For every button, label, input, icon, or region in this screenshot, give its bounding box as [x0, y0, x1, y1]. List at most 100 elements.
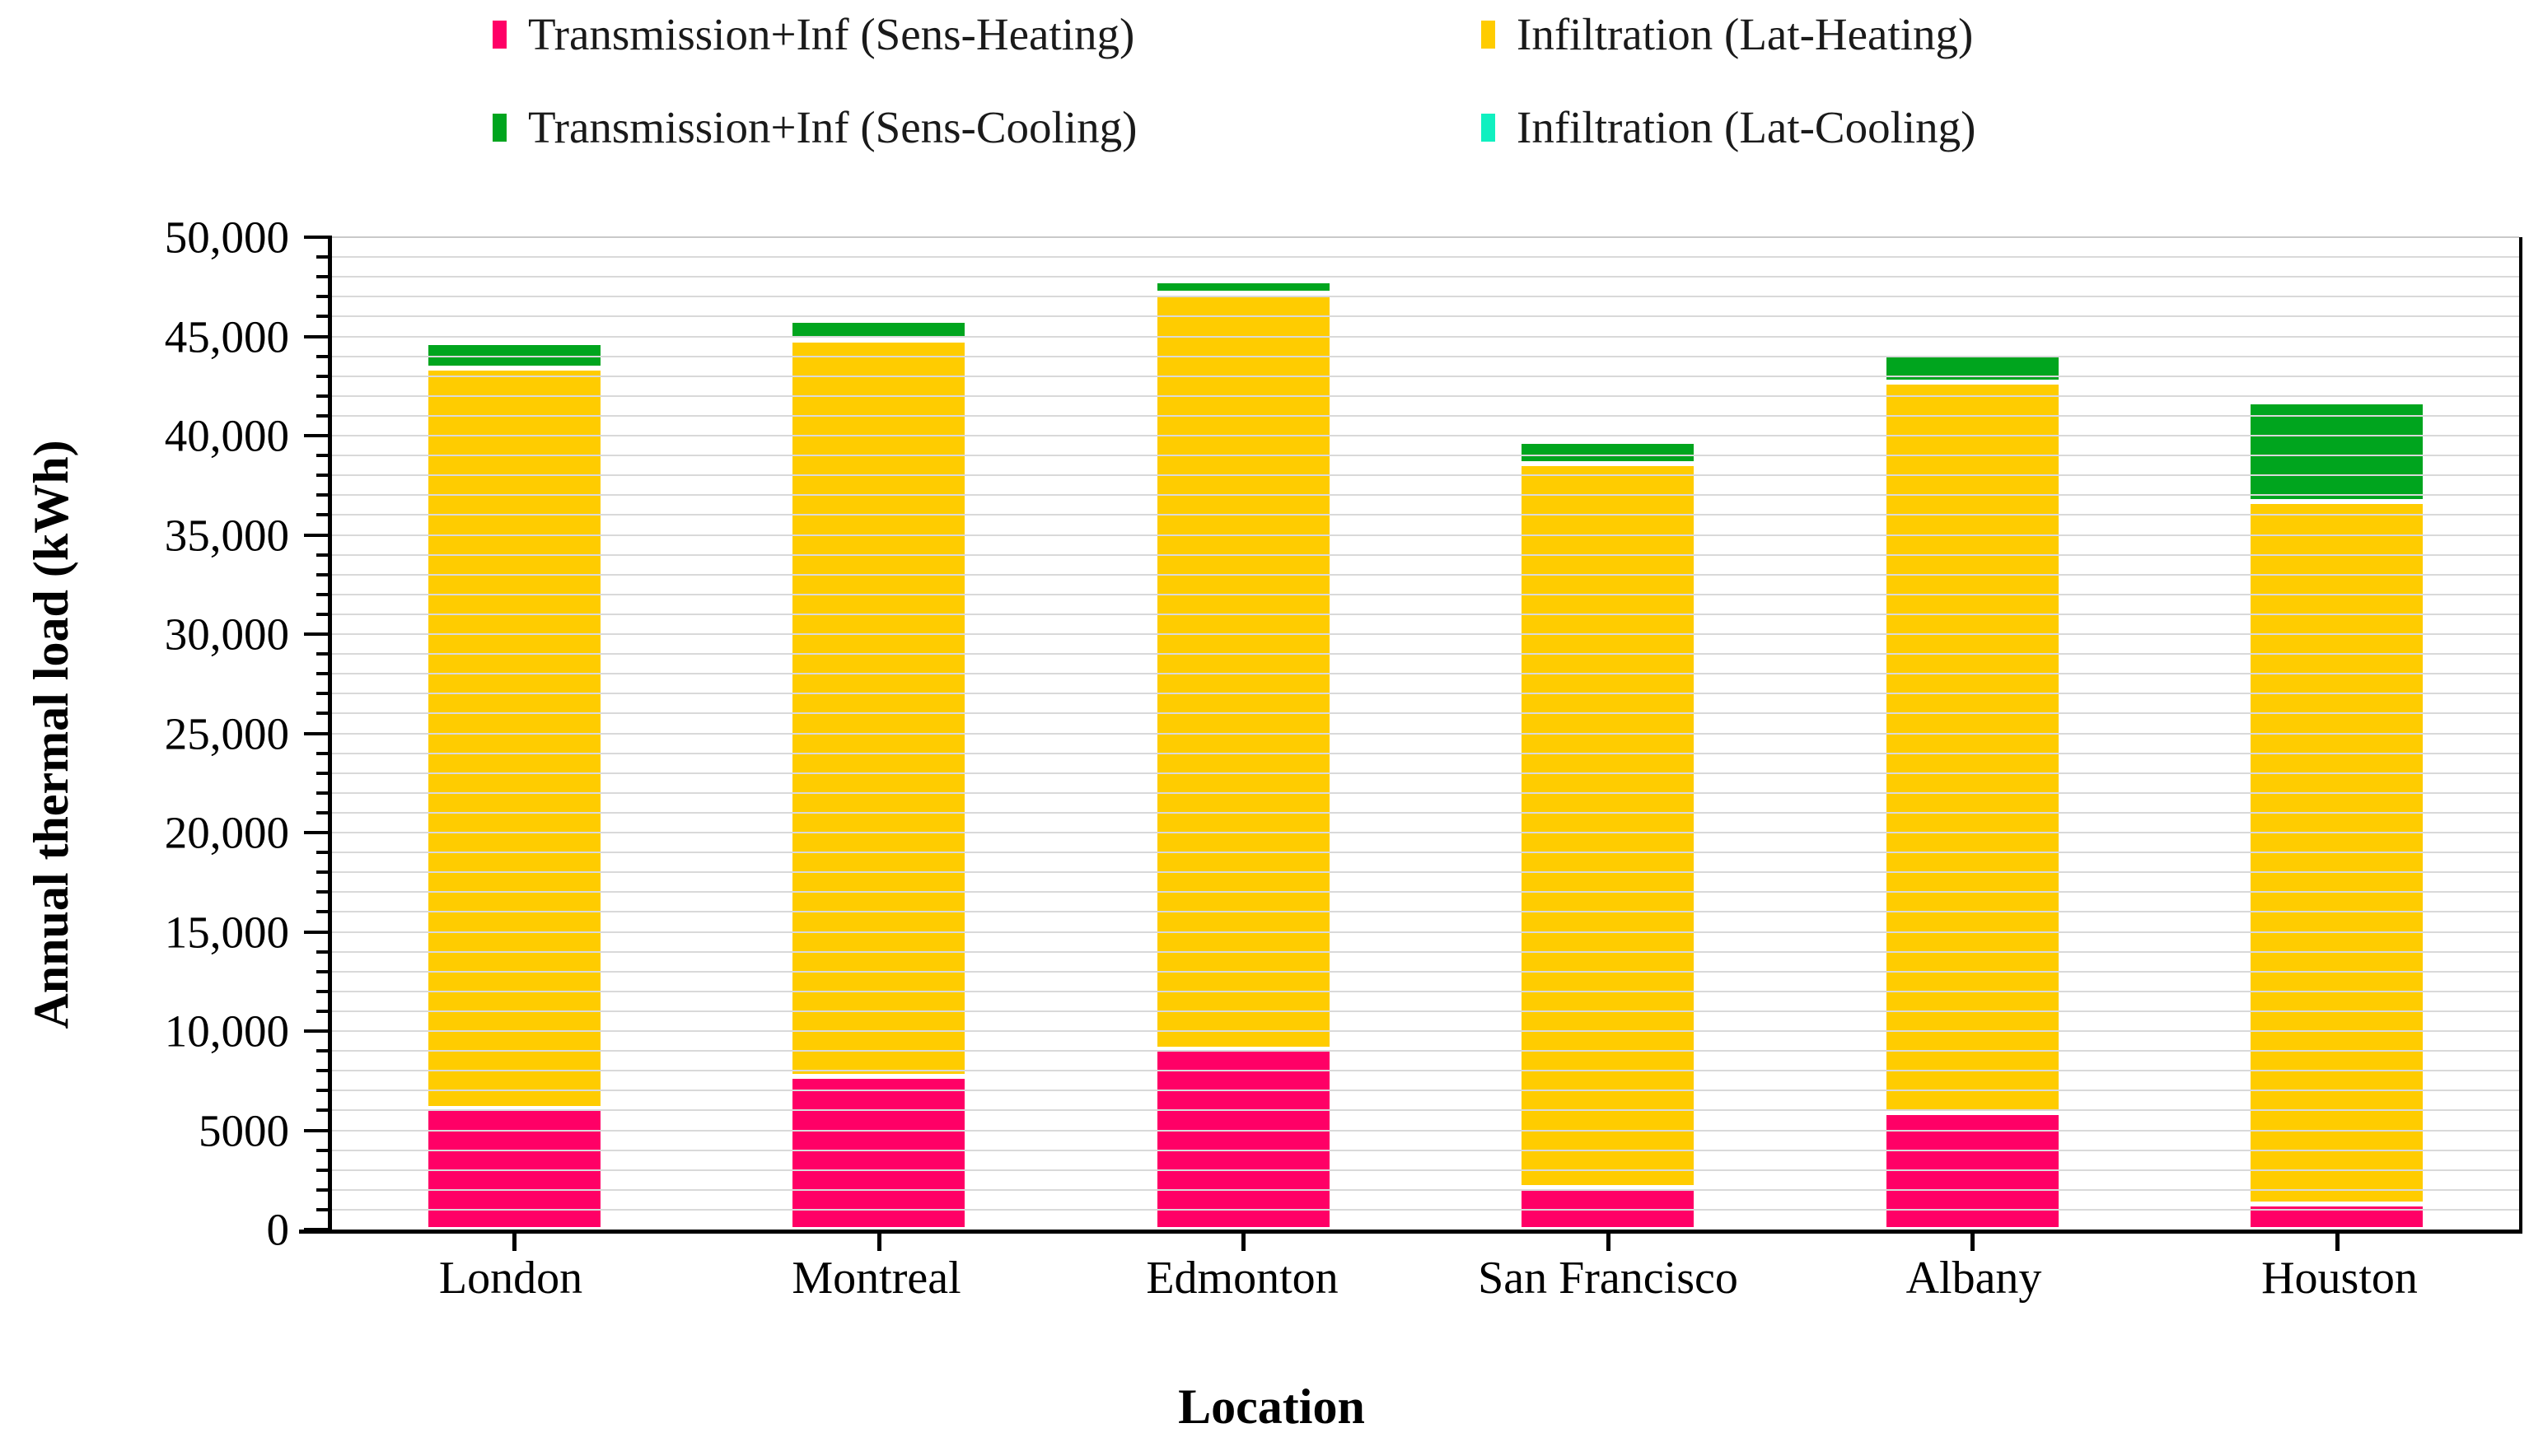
bar-segment	[790, 340, 968, 1077]
x-axis-tick	[1970, 1230, 1975, 1251]
y-axis-tick	[304, 632, 332, 636]
gridline	[332, 891, 2519, 894]
y-axis-tick	[316, 612, 332, 616]
y-axis-tick	[316, 592, 332, 596]
bar-segment	[2248, 1203, 2426, 1230]
y-tick-label: 10,000	[164, 1006, 289, 1057]
gridline	[332, 494, 2519, 497]
y-axis-tick	[316, 751, 332, 755]
plot-area: 0 5000 10,000 15,000 20,000 25,000 30,000 35,00…	[165, 215, 2522, 1253]
bar-segment	[790, 1076, 968, 1230]
legend-label: Transmission+Inf (Sens-Heating)	[528, 9, 1135, 59]
y-axis-tick	[316, 910, 332, 914]
gridline	[332, 335, 2519, 338]
gridline	[332, 236, 2519, 238]
legend-item: Transmission+Inf (Sens-Cooling)	[493, 105, 1481, 150]
legend-item: Infiltration (Lat-Heating)	[1481, 12, 1976, 57]
gridline	[332, 1010, 2519, 1012]
gridline	[332, 832, 2519, 833]
y-axis-tick	[316, 890, 332, 894]
gridline	[332, 772, 2519, 774]
gridline	[332, 414, 2519, 417]
legend-swatch-icon	[493, 113, 507, 142]
gridline	[332, 1208, 2519, 1211]
gridline	[332, 1030, 2519, 1032]
gridline	[332, 455, 2519, 457]
gridline	[332, 791, 2519, 794]
gridline	[332, 732, 2519, 735]
legend-item: Infiltration (Lat-Cooling)	[1481, 105, 1976, 150]
y-axis-tick	[304, 434, 332, 437]
gridline	[332, 1149, 2519, 1151]
y-tick-label: 40,000	[164, 410, 289, 461]
x-axis-category-labels: London Montreal Edmonton San Francisco Alban…	[328, 1255, 2522, 1301]
y-axis-tick	[316, 354, 332, 358]
gridline	[332, 514, 2519, 516]
legend: Transmission+Inf (Sens-Heating) Infiltrat…	[493, 12, 1976, 150]
y-axis-tick	[316, 870, 332, 875]
gridline	[332, 1070, 2519, 1072]
x-axis-title: Location	[1178, 1379, 1365, 1434]
bar-segment	[425, 342, 603, 369]
bar-edmonton	[1154, 237, 1332, 1230]
y-axis-tick	[316, 692, 332, 696]
y-axis-tick	[316, 791, 332, 795]
x-axis-tick	[1241, 1230, 1246, 1251]
legend-swatch-icon	[1481, 20, 1495, 49]
y-tick-label: 25,000	[164, 708, 289, 758]
gridline	[332, 355, 2519, 357]
y-axis-tick	[316, 275, 332, 279]
bar-segment	[1519, 463, 1697, 1188]
y-axis-tick	[316, 493, 332, 497]
bar-segment	[1154, 1048, 1332, 1230]
bar-slot	[1061, 237, 1426, 1230]
gridline	[332, 712, 2519, 715]
bar-segment	[1519, 441, 1697, 464]
y-axis-tick	[316, 810, 332, 814]
gridline	[332, 474, 2519, 477]
y-tick-label: 15,000	[164, 907, 289, 957]
y-axis-tick	[316, 771, 332, 775]
y-axis-tick	[316, 374, 332, 378]
legend-label: Transmission+Inf (Sens-Cooling)	[528, 102, 1138, 152]
y-axis-tick	[304, 334, 332, 338]
gridline	[332, 871, 2519, 874]
y-axis-tick	[316, 413, 332, 418]
y-axis-tick	[316, 474, 332, 478]
bar-slot	[332, 237, 697, 1230]
y-axis-tick	[316, 969, 332, 973]
y-axis-title: Annual thermal load (kWh)	[24, 440, 78, 1029]
y-axis-tick	[316, 553, 332, 557]
gridline	[332, 653, 2519, 656]
y-axis-tick	[304, 930, 332, 934]
y-axis-tick	[316, 1089, 332, 1093]
bar-san-francisco	[1519, 237, 1697, 1230]
x-category-label: Albany	[1905, 1253, 2042, 1304]
x-category-label: San Francisco	[1478, 1253, 1738, 1304]
bar-segment	[1154, 281, 1332, 293]
bar-segment	[1883, 354, 2061, 382]
gridline	[332, 573, 2519, 576]
x-category-label: Houston	[2261, 1253, 2418, 1304]
gridline	[332, 970, 2519, 973]
legend-swatch-icon	[1481, 113, 1495, 142]
y-axis-tick	[316, 1009, 332, 1013]
y-axis-tick	[316, 255, 332, 259]
y-axis-tick	[316, 712, 332, 716]
y-axis-tick	[316, 1069, 332, 1073]
gridline	[332, 752, 2519, 754]
y-axis-tick	[316, 652, 332, 656]
y-tick-label: 5000	[199, 1105, 289, 1155]
x-category-label: Montreal	[792, 1253, 961, 1304]
y-axis-tick	[304, 236, 332, 239]
x-axis-line-extension	[299, 1230, 329, 1234]
y-axis-tick	[316, 989, 332, 993]
gridline	[332, 852, 2519, 854]
gridline	[332, 435, 2519, 436]
y-axis-tick	[316, 315, 332, 319]
y-axis-tick	[304, 831, 332, 834]
y-axis-tick	[316, 1148, 332, 1152]
gridline	[332, 1169, 2519, 1171]
gridline	[332, 1188, 2519, 1191]
y-tick-label: 35,000	[164, 510, 289, 560]
